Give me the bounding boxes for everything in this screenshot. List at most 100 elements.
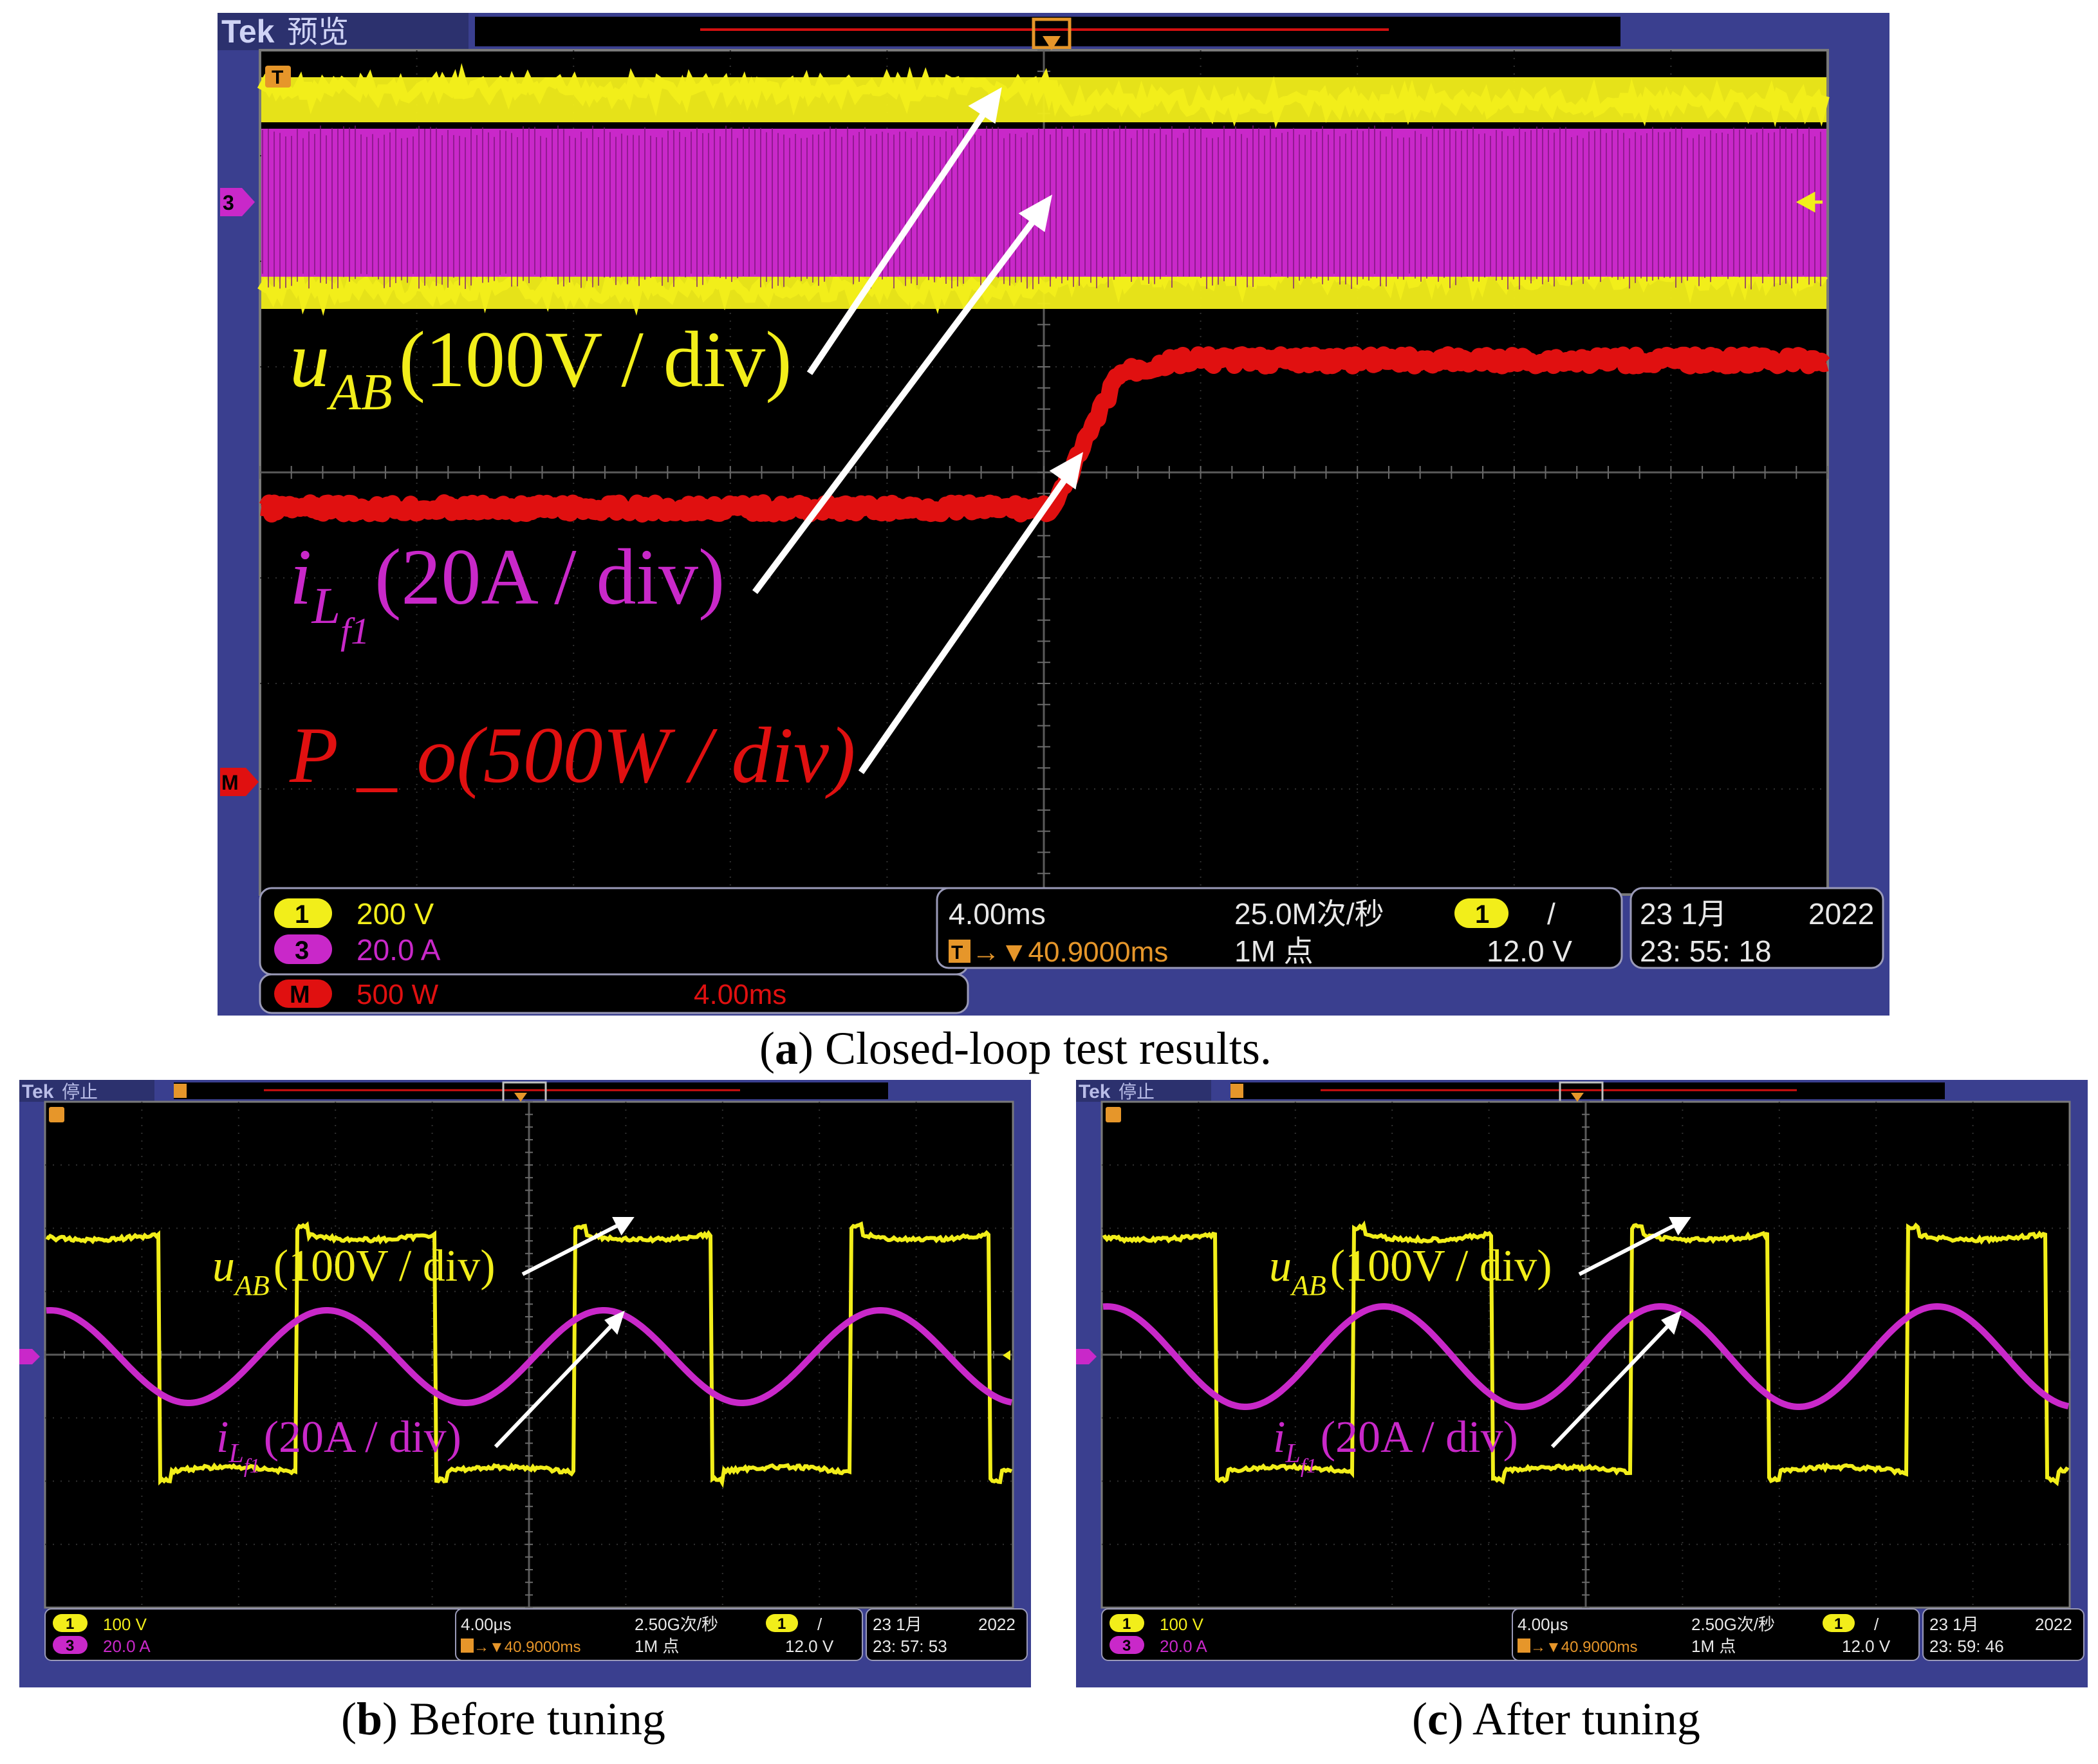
scope-b-datetime-box	[866, 1608, 1028, 1661]
ch3-readout: 3 20.0 A	[274, 933, 441, 967]
arrow-head-icon	[604, 1310, 625, 1335]
trigger-source-badge	[1454, 898, 1509, 928]
scope-b-brand: Tek	[22, 1081, 54, 1102]
scope-a-svg: Tek 预览 T 3 M	[218, 13, 1889, 1014]
record-length: 1M 点	[1691, 1637, 1736, 1656]
date: 23 1月	[1640, 897, 1727, 931]
record-length: 1M 点	[635, 1637, 679, 1656]
trigger-slope-icon: /	[1874, 1615, 1879, 1634]
scope-a-timebase-box	[936, 887, 1623, 969]
ch3-badge	[274, 934, 332, 964]
trigger-source-badge	[766, 1614, 798, 1632]
scope-b-svg: Tek 停止 uAB(100V / div) iLf1(20A / div) 1…	[19, 1080, 1031, 1661]
scope-a-status-box	[218, 13, 469, 50]
trigger-time-arrow-icon	[514, 1093, 527, 1102]
trigger-time-arrow-icon	[1043, 36, 1061, 50]
trigger-source-badge	[1823, 1614, 1855, 1632]
scope-b-mode: 停止	[62, 1081, 98, 1102]
svg-text:200 V: 200 V	[357, 897, 434, 931]
ch3-marker-icon	[1076, 1349, 1097, 1364]
trigger-position: →▼40.9000ms	[972, 936, 1168, 968]
trigger-level: 12.0 V	[1842, 1637, 1891, 1656]
ch3-num: 3	[66, 1637, 74, 1655]
caption-a: (a) Closed-loop test results.	[759, 1023, 1272, 1074]
po-label: P _ o(500W / div)	[289, 711, 855, 799]
svg-text:1: 1	[295, 900, 309, 929]
trigger-position: →▼40.9000ms	[474, 1639, 581, 1656]
scope-screenshot-c: Tek 停止 uAB(100V / div) iLf1(20A / div) 1…	[1076, 1080, 2088, 1687]
uab-arrow	[521, 1223, 619, 1276]
trigger-pos-icon	[1518, 1639, 1530, 1653]
uab-arrow	[806, 107, 990, 375]
trigger-marker-icon	[49, 1107, 64, 1122]
time: 23: 59: 46	[1929, 1637, 2004, 1656]
trigger-source: 1	[777, 1615, 786, 1633]
arrow-head-icon	[1669, 1217, 1691, 1236]
ch3-marker-icon: 3	[220, 188, 255, 216]
trigger-pos-icon	[949, 940, 970, 963]
uab-arrow	[1578, 1223, 1676, 1276]
trigger-source: 1	[1475, 900, 1489, 929]
trigger-marker-icon: T	[265, 66, 291, 88]
caption-a-text: Closed-loop test results.	[813, 1023, 1272, 1074]
il-label: iLf1(20A / div)	[1273, 1413, 1518, 1477]
timebase-scale: 4.00μs	[461, 1615, 512, 1634]
timebase-scale: 4.00μs	[1518, 1615, 1568, 1634]
svg-text:M: M	[221, 771, 239, 794]
time: 23: 55: 18	[1640, 934, 1772, 968]
trigger-marker-icon	[1106, 1107, 1121, 1122]
trigger-time-arrow-icon	[1571, 1093, 1584, 1102]
arrow-head-icon	[1018, 194, 1053, 232]
arrow-head-icon	[612, 1217, 635, 1236]
year: 2022	[1808, 897, 1874, 931]
math-marker-icon: M	[220, 768, 259, 796]
ch1-level-arrow-icon	[1796, 191, 1823, 213]
il-trace	[1102, 1303, 2069, 1411]
time: 23: 57: 53	[873, 1637, 947, 1656]
svg-text:3: 3	[223, 191, 234, 214]
scope-b-timebase-box	[455, 1608, 863, 1661]
timebase-scale: 4.00ms	[949, 897, 1046, 931]
arrow-head-icon	[968, 87, 1002, 124]
trigger-position: →▼40.9000ms	[1530, 1639, 1638, 1656]
caption-a-label: a	[774, 1023, 798, 1074]
il-arrow	[1550, 1324, 1670, 1449]
arrow-head-icon	[1049, 452, 1084, 490]
trigger-level: 12.0 V	[785, 1637, 834, 1656]
scope-c-brand: Tek	[1079, 1081, 1111, 1102]
math-readout: M 500 W 4.00ms	[274, 979, 786, 1010]
scope-a-mode: 预览	[287, 14, 349, 50]
svg-text:4.00ms: 4.00ms	[694, 979, 786, 1010]
record-start-icon	[1230, 1084, 1243, 1098]
scope-a-math-box	[259, 973, 969, 1014]
scope-a-datetime-box	[1629, 887, 1884, 969]
il-arrow	[752, 217, 1037, 594]
ch3-badge	[1109, 1636, 1144, 1654]
ch1-value: 100 V	[1160, 1615, 1204, 1634]
svg-text:T: T	[272, 67, 283, 88]
date: 23 1月	[1929, 1615, 1979, 1634]
ch1-badge	[1109, 1614, 1144, 1632]
uab-label: uAB(100V / div)	[1269, 1241, 1552, 1301]
trigger-slope-icon: /	[817, 1615, 822, 1634]
caption-b: (b) Before tuning	[341, 1693, 665, 1745]
trigger-slope-icon: /	[1547, 897, 1555, 931]
ch1-value: 100 V	[103, 1615, 147, 1634]
ch1-level-arrow-icon	[1003, 1350, 1010, 1360]
ch1-badge	[53, 1614, 88, 1632]
ch3-value: 20.0 A	[103, 1637, 151, 1656]
po-trace	[255, 346, 1832, 523]
ch1-badge	[274, 898, 332, 928]
math-badge	[274, 979, 332, 1008]
svg-text:500 W: 500 W	[357, 979, 439, 1010]
scope-c-datetime-box	[1922, 1608, 2084, 1661]
il-label: iLf1(20A / div)	[216, 1413, 461, 1477]
record-start-icon	[174, 1084, 187, 1098]
uab-trace	[1102, 1220, 2070, 1487]
sample-rate: 25.0M次/秒	[1234, 897, 1384, 931]
caption-c: (c) After tuning	[1412, 1693, 1700, 1745]
ch3-badge	[53, 1636, 88, 1654]
ch1-num: 1	[66, 1615, 74, 1633]
ch1-num: 1	[1122, 1615, 1131, 1633]
arrow-head-icon	[1661, 1310, 1682, 1335]
